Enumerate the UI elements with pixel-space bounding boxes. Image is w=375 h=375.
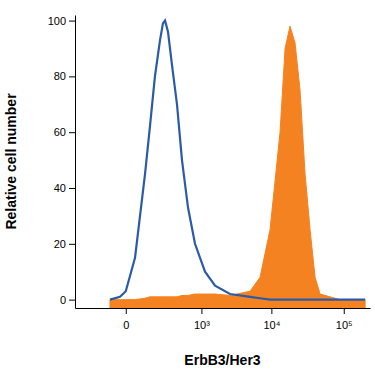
tick-label: 0 (123, 319, 129, 331)
tick-mark (69, 300, 75, 301)
marks (110, 21, 365, 308)
tick-mark (126, 308, 127, 314)
line (110, 21, 365, 300)
tick: 0 (123, 308, 129, 331)
x-axis-title: ErbB3/Her3 (184, 352, 260, 368)
area (110, 26, 365, 308)
x-axis: 0 10³ 10⁴ 10⁵ (76, 308, 371, 331)
tick: 10³ (194, 308, 210, 331)
axis-line (76, 308, 371, 309)
tick: 80 (54, 70, 75, 82)
tick-mark (69, 132, 75, 133)
tick: 40 (54, 182, 75, 194)
tick-mark (271, 308, 272, 314)
tick: 60 (54, 126, 75, 138)
tick-mark (69, 21, 75, 22)
tick: 100 (48, 15, 75, 27)
tick: 20 (54, 238, 75, 250)
tick-label: 60 (54, 126, 66, 138)
tick-label: 10³ (194, 319, 210, 331)
tick-label: 20 (54, 238, 66, 250)
tick-mark (201, 308, 202, 314)
tick: 10⁵ (336, 308, 353, 331)
tick-mark (69, 76, 75, 77)
tick: 10⁴ (263, 308, 280, 331)
tick-mark (344, 308, 345, 314)
tick-label: 40 (54, 182, 66, 194)
tick-mark (69, 244, 75, 245)
y-axis: 0 20 40 60 80 100 (48, 15, 76, 309)
tick: 0 (60, 294, 75, 306)
tick-label: 80 (54, 70, 66, 82)
tick-label: 10⁴ (263, 319, 280, 331)
axis-line (75, 16, 76, 309)
tick-label: 10⁵ (336, 319, 353, 331)
tick-label: 0 (60, 294, 66, 306)
tick-label: 100 (48, 15, 66, 27)
tick-mark (69, 188, 75, 189)
y-axis-title: Relative cell number (3, 93, 19, 230)
plot: 0 10³ 10⁴ 10⁵ 0 20 40 60 80 100 (48, 15, 371, 331)
chart: 0 10³ 10⁴ 10⁵ 0 20 40 60 80 100 ErbB3/Her3 Relative… (0, 0, 375, 375)
